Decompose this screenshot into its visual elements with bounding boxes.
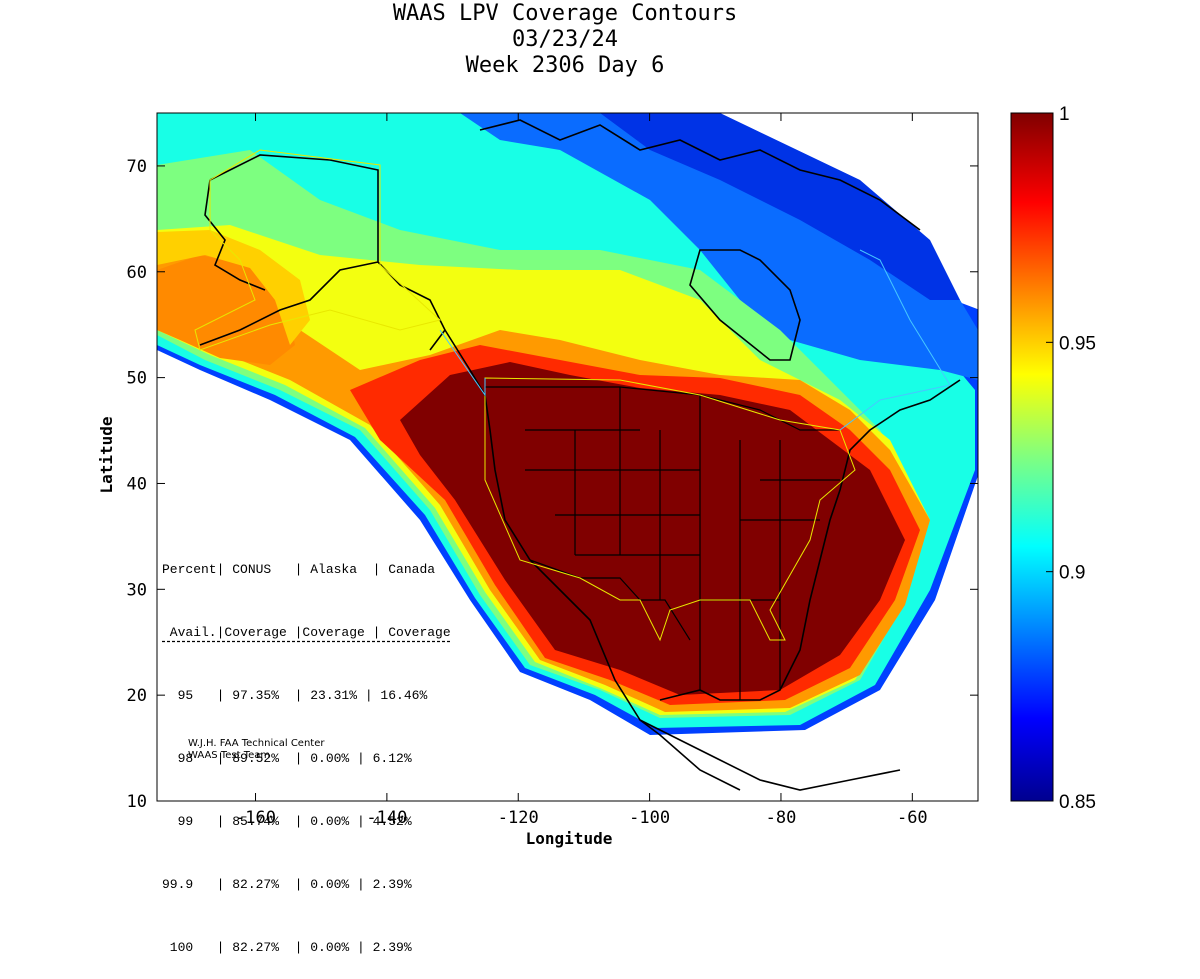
x-tick-marks: -160 -140 -120 -100 -80 -60 — [235, 113, 928, 828]
colorbar-tick-label: 0.85 — [1059, 792, 1096, 813]
table-header-1: Percent| CONUS | Alaska | Canada — [162, 562, 436, 577]
x-tick-label: -160 — [235, 808, 276, 828]
coverage-map: -160 -140 -120 -100 -80 -60 70 60 50 40 30 20 10 Lo… — [97, 104, 1096, 848]
x-tick-label: -60 — [897, 808, 928, 828]
title-line-1: WAAS LPV Coverage Contours — [392, 1, 738, 26]
boundary-conus — [484, 377, 856, 642]
contour-canada-blue — [460, 113, 978, 380]
coverage-table: Percent| CONUS | Alaska | Canada Avail.|… — [162, 517, 451, 979]
coastlines — [199, 119, 961, 791]
boundary-canada — [439, 249, 951, 431]
colorbar-tick-label: 1 — [1059, 104, 1070, 125]
table-row: 99.9 | 82.27% | 0.00% | 2.39% — [162, 877, 412, 892]
table-row: 100 | 82.27% | 0.00% | 2.39% — [162, 940, 412, 955]
y-tick-label: 60 — [127, 263, 147, 283]
x-tick-label: -100 — [629, 808, 670, 828]
y-tick-marks: 70 60 50 40 30 20 10 — [127, 157, 978, 812]
credit-line-2: WAAS Test Team — [188, 750, 271, 761]
colorbar-tick-label: 0.9 — [1059, 563, 1085, 584]
title-line-2: 03/23/24 — [512, 27, 618, 52]
service-boundaries — [194, 149, 856, 642]
coastline-arctic — [479, 119, 921, 231]
coastline-hudson — [689, 249, 801, 361]
boundary-alaska — [194, 149, 442, 351]
y-tick-label: 70 — [127, 157, 147, 177]
contour-1.00 — [400, 362, 905, 695]
canada-boundary — [439, 249, 951, 431]
contour-canada-darkblue — [600, 113, 960, 300]
title-line-3: Week 2306 Day 6 — [465, 53, 665, 78]
chart-title: WAAS LPV Coverage Contours 03/23/24 Week… — [365, 1, 765, 79]
table-header-2: Avail.|Coverage |Coverage | Coverage — [162, 625, 451, 640]
table-row: 98 | 89.52% | 0.00% | 6.12% — [162, 751, 412, 766]
coastline-gulf-east — [659, 379, 961, 701]
coastline-west — [444, 329, 741, 791]
coastline-mexico — [639, 719, 901, 791]
x-tick-label: -120 — [498, 808, 539, 828]
x-tick-label: -80 — [766, 808, 797, 828]
x-axis-label: Longitude — [526, 829, 613, 848]
y-tick-label: 10 — [127, 792, 147, 812]
credit-line-1: W.J.H. FAA Technical Center — [188, 738, 325, 749]
contour-alaska — [157, 255, 295, 365]
y-tick-label: 30 — [127, 580, 147, 600]
plot-frame — [156, 112, 979, 802]
y-axis-label: Latitude — [97, 416, 116, 493]
y-tick-label: 40 — [127, 474, 147, 494]
y-tick-label: 20 — [127, 686, 147, 706]
y-tick-label: 50 — [127, 369, 147, 389]
table-row: 95 | 97.35% | 23.31% | 16.46% — [162, 688, 428, 703]
credit-text: W.J.H. FAA Technical Center WAAS Test Te… — [188, 738, 324, 762]
x-tick-label: -140 — [366, 808, 407, 828]
border-us-canada — [485, 386, 840, 431]
colorbar — [1010, 112, 1054, 802]
colorbar-ticks: 1 0.95 0.9 0.85 — [1046, 104, 1096, 813]
table-row: 99 | 85.74% | 0.00% | 4.52% — [162, 814, 412, 829]
colorbar-tick-label: 0.95 — [1059, 333, 1096, 354]
